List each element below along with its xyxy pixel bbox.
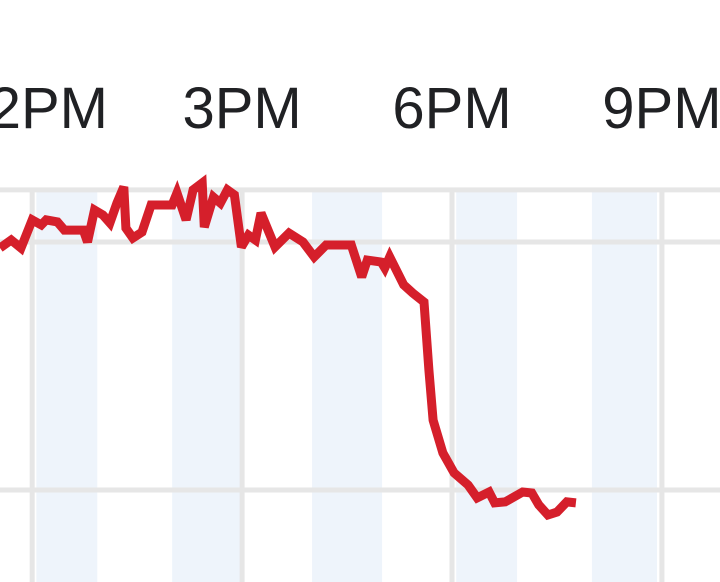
- hour-band: [591, 189, 658, 582]
- x-tick-label: 3PM: [182, 76, 301, 141]
- x-tick-label: 9PM: [602, 76, 720, 141]
- hour-band: [312, 189, 383, 582]
- x-tick-label: 6PM: [392, 76, 511, 141]
- hour-band: [456, 189, 518, 582]
- hour-band: [36, 189, 98, 582]
- hour-band: [172, 189, 243, 582]
- series-line: [0, 174, 577, 521]
- x-tick-label: 12PM: [0, 76, 108, 141]
